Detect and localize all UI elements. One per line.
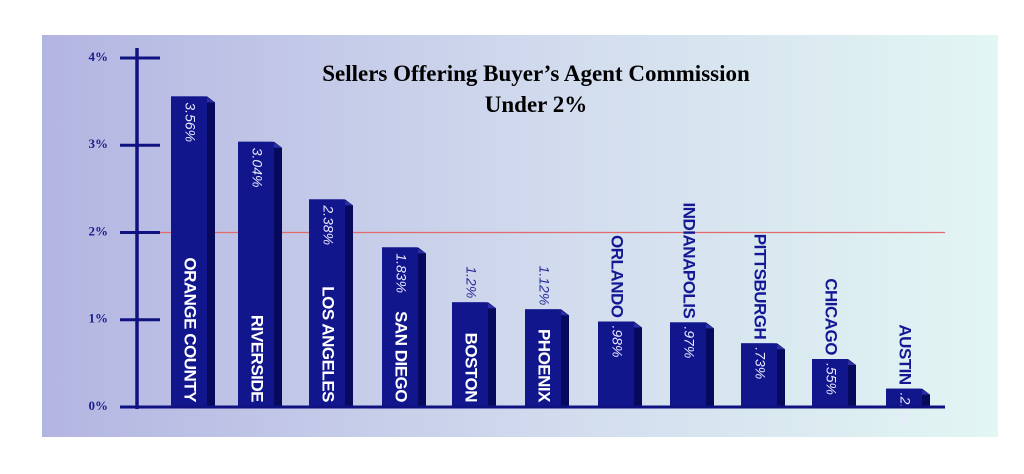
value-label: .98% — [609, 325, 625, 357]
y-tick-label: 3% — [89, 136, 109, 151]
y-tick-label: 4% — [89, 49, 109, 64]
bar-side — [345, 199, 353, 407]
y-tick-label: 0% — [89, 398, 109, 413]
bar-side — [706, 322, 714, 407]
chart-title: Sellers Offering Buyer’s Agent Commissio… — [322, 61, 750, 117]
x-tick-label: INDIANAPOLIS — [680, 203, 699, 319]
x-tick-label: RIVERSIDE — [248, 315, 267, 402]
value-label: 2.38% — [320, 204, 336, 245]
bar-side — [274, 141, 282, 407]
bar-side — [488, 302, 496, 407]
bar — [238, 141, 274, 407]
x-tick-label: PHOENIX — [535, 329, 554, 403]
y-tick-label: 2% — [89, 223, 109, 238]
bar — [886, 388, 922, 407]
value-label: .55% — [823, 363, 839, 395]
bar-side — [418, 247, 426, 407]
x-tick-label: CHICAGO — [822, 278, 841, 355]
value-label: 1.83% — [393, 253, 409, 293]
bar — [741, 343, 777, 407]
x-tick-label: BOSTON — [462, 333, 481, 403]
bar-side — [777, 343, 785, 407]
bar — [309, 199, 345, 407]
bar — [171, 96, 207, 407]
bar-side — [207, 96, 215, 407]
bar — [670, 322, 706, 407]
bar-side — [634, 321, 642, 407]
bar — [382, 247, 418, 407]
value-label: 3.56% — [182, 102, 198, 142]
x-tick-label: PITTSBURGH — [751, 234, 770, 340]
bar-side — [848, 359, 856, 407]
x-tick-label: AUSTIN — [896, 324, 915, 385]
bar — [452, 302, 488, 407]
y-tick-label: 1% — [89, 311, 109, 326]
bar — [812, 359, 848, 407]
value-label: .21% — [897, 393, 913, 425]
value-label: 1.12% — [536, 266, 552, 306]
x-tick-label: SAN DIEGO — [392, 311, 411, 402]
value-label: 3.04% — [249, 148, 265, 188]
bar — [525, 309, 561, 407]
value-label: .97% — [681, 326, 697, 358]
bar — [598, 321, 634, 407]
value-label: 1.2% — [463, 266, 479, 298]
bar-side — [561, 309, 569, 407]
x-tick-label: ORLANDO — [608, 235, 627, 318]
x-tick-label: LOS ANGELES — [319, 286, 338, 402]
value-label: .73% — [752, 347, 768, 379]
x-tick-label: ORANGE COUNTY — [181, 257, 200, 403]
